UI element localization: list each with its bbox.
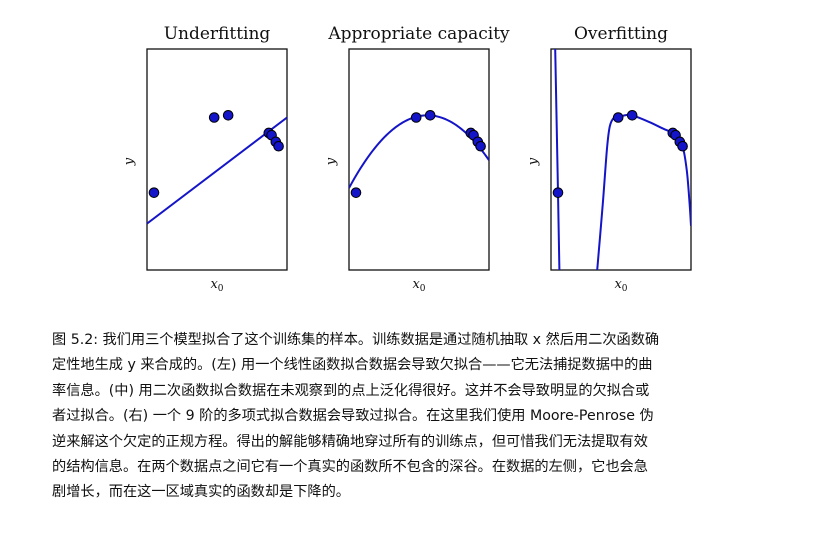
caption-line: 逆来解这个欠定的正规方程。得出的解能够精确地穿过所有的训练点，但可惜我们无法提取…	[52, 433, 648, 450]
y-axis-label: y	[122, 157, 137, 166]
panel-frame	[550, 48, 692, 271]
x-axis-label: x0	[210, 277, 223, 294]
data-point	[475, 140, 486, 152]
panel-title: Underfitting	[164, 24, 271, 44]
fit-curve-segment	[554, 49, 561, 270]
y-axis-label: y	[526, 157, 541, 166]
data-point	[273, 140, 284, 152]
caption-line: 剧增长，而在这一区域真实的函数却是下降的。	[52, 484, 350, 501]
fit-curve-segment	[596, 113, 691, 270]
data-point	[626, 110, 638, 121]
data-point	[677, 140, 688, 152]
data-point	[222, 110, 234, 121]
x-axis-label: x0	[412, 277, 425, 294]
fit-curve	[349, 114, 489, 189]
caption-line: 者过拟合。(右) 一个 9 阶的多项式拟合数据会导致过拟合。在这里我们使用 Mo…	[52, 408, 654, 425]
caption-line: 图 5.2: 我们用三个模型拟合了这个训练集的样本。训练数据是通过随机抽取 x …	[52, 332, 660, 348]
fit-curve	[147, 116, 287, 225]
panel-frame	[348, 48, 490, 271]
data-point	[612, 112, 624, 123]
data-point	[350, 187, 362, 198]
x-axis-label-subscript: 0	[622, 284, 628, 294]
panel-title: Overfitting	[574, 24, 668, 44]
panel-frame	[146, 48, 288, 271]
x-axis-label-subscript: 0	[420, 284, 426, 294]
figure-caption: 图 5.2: 我们用三个模型拟合了这个训练集的样本。训练数据是通过随机抽取 x …	[52, 328, 792, 506]
figure-panels: Underfitting x0 y Appropriate capacity x0 y Ov…	[122, 24, 692, 294]
x-axis-label: x0	[614, 277, 627, 294]
panel-title: Appropriate capacity	[327, 24, 510, 44]
caption-line: 率信息。(中) 用二次函数拟合数据在未观察到的点上泛化得很好。这并不会导致明显的…	[52, 382, 650, 399]
data-point	[410, 112, 422, 123]
caption-line: 定性地生成 y 来合成的。(左) 用一个线性函数拟合数据会导致欠拟合——它无法捕…	[52, 357, 653, 374]
data-point	[208, 112, 220, 123]
x-axis-label-subscript: 0	[218, 284, 224, 294]
y-axis-label: y	[324, 157, 339, 166]
caption-line: 的结构信息。在两个数据点之间它有一个真实的函数所不包含的深谷。在数据的左侧，它也…	[52, 459, 648, 476]
data-point	[424, 110, 436, 121]
data-point	[552, 187, 564, 198]
data-point	[148, 187, 160, 198]
